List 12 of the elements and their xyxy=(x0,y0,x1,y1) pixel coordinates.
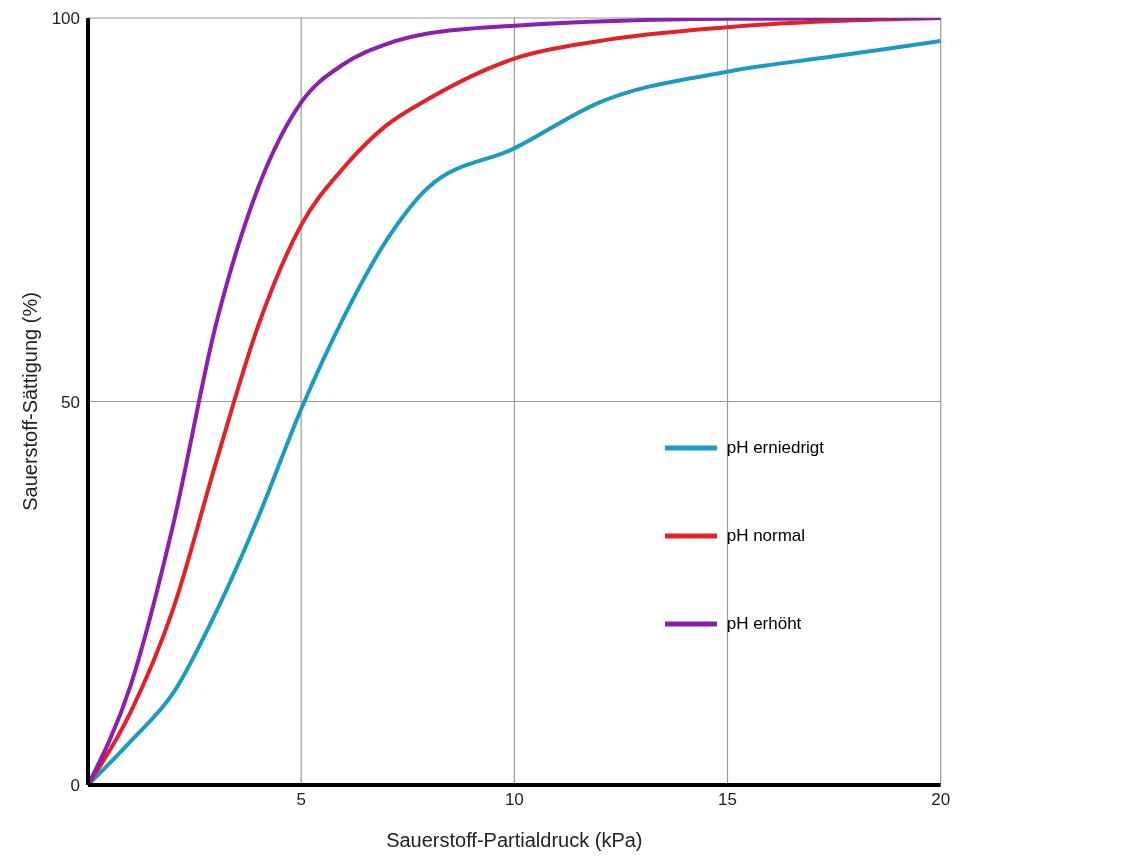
y-tick-label: 0 xyxy=(70,776,80,796)
x-tick-label: 15 xyxy=(718,790,737,810)
x-tick-label: 10 xyxy=(504,790,524,810)
x-axis-title: Sauerstoff-Partialdruck (kPa) xyxy=(386,829,643,851)
y-tick-label: 50 xyxy=(61,392,80,412)
y-axis-title: Sauerstoff-Sättigung (%) xyxy=(19,292,42,511)
y-tick-label: 100 xyxy=(51,9,80,29)
legend-label: pH erniedrigt xyxy=(726,438,824,458)
legend-label: pH normal xyxy=(726,526,806,546)
legend-label: pH erhöht xyxy=(726,614,802,634)
x-tick-label: 20 xyxy=(931,790,951,810)
x-tick-label: 5 xyxy=(296,790,306,810)
